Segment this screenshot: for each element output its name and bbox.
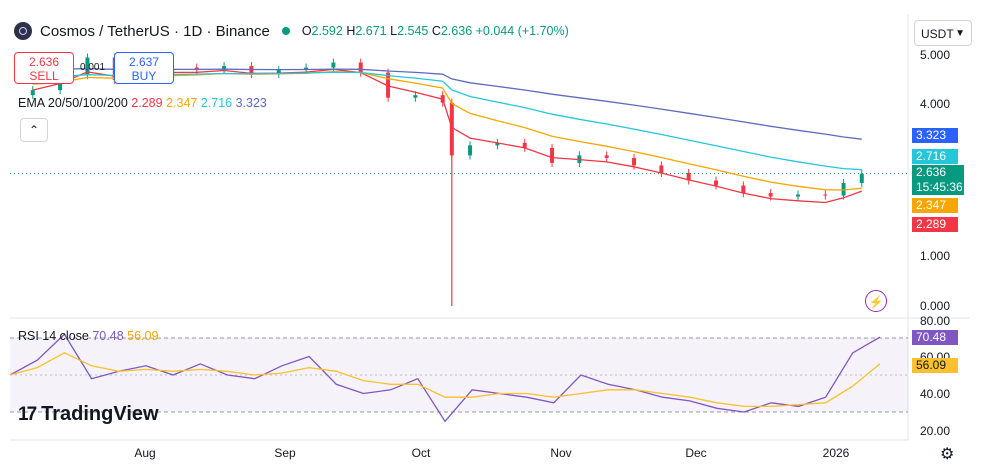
candle-body — [331, 62, 336, 68]
price-tick: 1.000 — [920, 249, 951, 263]
ema-legend-label: EMA 20/50/100/200 — [18, 96, 128, 110]
ema-line-50 — [32, 70, 862, 191]
time-tick: Sep — [274, 446, 296, 460]
candle-body — [659, 165, 664, 173]
spread-value: 0.001 — [80, 62, 106, 73]
ema50-value: 2.347 — [166, 96, 198, 110]
price-tick: 0.000 — [920, 299, 951, 313]
low-value: 2.545 — [397, 24, 429, 38]
price-tick: 4.000 — [920, 97, 951, 111]
tradingview-mark-icon: 17 — [18, 403, 37, 425]
chevron-up-icon: ⌃ — [28, 123, 40, 137]
buy-button[interactable]: 2.637 BUY — [114, 52, 174, 84]
sell-label: SELL — [29, 69, 59, 83]
open-label: O — [301, 24, 312, 38]
ema-line-200 — [32, 67, 862, 140]
candle-body — [304, 67, 309, 71]
collapse-legend-button[interactable]: ⌃ — [20, 118, 48, 142]
candle-body — [276, 70, 281, 75]
candle-body — [85, 57, 90, 76]
rsi-tag: 70.48 — [912, 330, 958, 345]
buy-price: 2.637 — [128, 55, 160, 69]
rsi-legend-label: RSI 14 close — [18, 329, 89, 343]
symbol-title[interactable]: Cosmos / TetherUS · 1D · Binance — [40, 22, 270, 40]
last-price: 2.636 — [916, 165, 947, 179]
high-value: 2.671 — [355, 24, 387, 38]
last-price-tag: 2.636 15:45:36 — [912, 165, 964, 195]
close-value: 2.636 — [440, 24, 473, 38]
chevron-down-icon: ▼ — [955, 28, 965, 39]
candle-body — [841, 183, 846, 196]
ema20-tag: 2.289 — [912, 217, 958, 232]
candle-body — [632, 157, 637, 166]
ema200-tag: 3.323 — [912, 128, 958, 143]
candle-body — [413, 95, 418, 98]
high-label: H — [346, 24, 356, 38]
candle-body — [386, 72, 391, 98]
ema-line-100 — [32, 71, 862, 171]
cosmos-logo-icon — [14, 22, 32, 40]
sell-price: 2.636 — [28, 55, 60, 69]
rsi-tick: 40.00 — [920, 387, 951, 401]
symbol-header[interactable]: Cosmos / TetherUS · 1D · Binance O2.592 … — [14, 22, 569, 40]
currency-select[interactable]: USDT ▼ — [914, 20, 972, 46]
time-tick: Aug — [134, 446, 156, 460]
candle-body — [30, 90, 35, 96]
rsi-tick: 80.00 — [920, 314, 951, 328]
candle-body — [449, 102, 454, 156]
currency-label: USDT — [921, 27, 954, 41]
tradingview-logo[interactable]: 17 TradingView — [18, 403, 159, 426]
candle-body — [495, 142, 500, 146]
time-tick: Nov — [550, 446, 572, 460]
bar-countdown: 15:45:36 — [916, 180, 963, 194]
ema-legend[interactable]: EMA 20/50/100/200 2.289 2.347 2.716 3.32… — [18, 96, 267, 110]
candle-body — [604, 155, 609, 158]
sell-button[interactable]: 2.636 SELL — [14, 52, 74, 84]
time-tick: 2026 — [822, 446, 850, 460]
ohlc-readout: O2.592 H2.671 L2.545 C2.636 +0.044 (+1.7… — [302, 24, 569, 38]
ema200-value: 3.323 — [235, 96, 267, 110]
time-tick: Dec — [685, 446, 707, 460]
ema-line-20 — [32, 68, 863, 204]
ema100-value: 2.716 — [200, 96, 233, 110]
ema20-value: 2.289 — [131, 96, 163, 110]
rsi-band — [10, 338, 908, 412]
ema100-tag: 2.716 — [912, 149, 958, 164]
flash-icon[interactable]: ⚡ — [865, 290, 887, 312]
candle-body — [686, 172, 691, 181]
rsi-ma-value: 56.09 — [127, 329, 159, 343]
low-label: L — [390, 24, 398, 38]
buy-label: BUY — [131, 69, 157, 83]
rsi-value: 70.48 — [92, 329, 124, 343]
candle-body — [358, 62, 363, 73]
candle-body — [468, 145, 473, 156]
candle-body — [714, 180, 719, 186]
gear-icon[interactable]: ⚙ — [940, 446, 955, 463]
close-label: C — [431, 24, 441, 38]
rsi-ma-line — [9, 352, 881, 408]
rsi-tick: 20.00 — [920, 424, 951, 438]
candle-body — [741, 185, 746, 194]
open-value: 2.592 — [311, 24, 343, 38]
rsi-ma-tag: 56.09 — [912, 358, 958, 373]
market-status-icon — [281, 27, 290, 35]
ema50-tag: 2.347 — [912, 198, 958, 213]
time-tick: Oct — [411, 446, 431, 460]
rsi-line — [9, 333, 881, 423]
candle-body — [550, 147, 555, 163]
candle-body — [522, 142, 527, 148]
candle-body — [859, 173, 864, 184]
candle-body — [222, 66, 227, 71]
price-tick: 5.000 — [920, 48, 951, 62]
brand-name: TradingView — [41, 403, 159, 425]
change-value: +0.044 (+1.70%) — [475, 24, 569, 38]
rsi-legend[interactable]: RSI 14 close 70.48 56.09 — [18, 329, 158, 343]
candle-body — [823, 194, 828, 196]
candle-body — [768, 193, 773, 197]
candle-body — [796, 194, 801, 197]
